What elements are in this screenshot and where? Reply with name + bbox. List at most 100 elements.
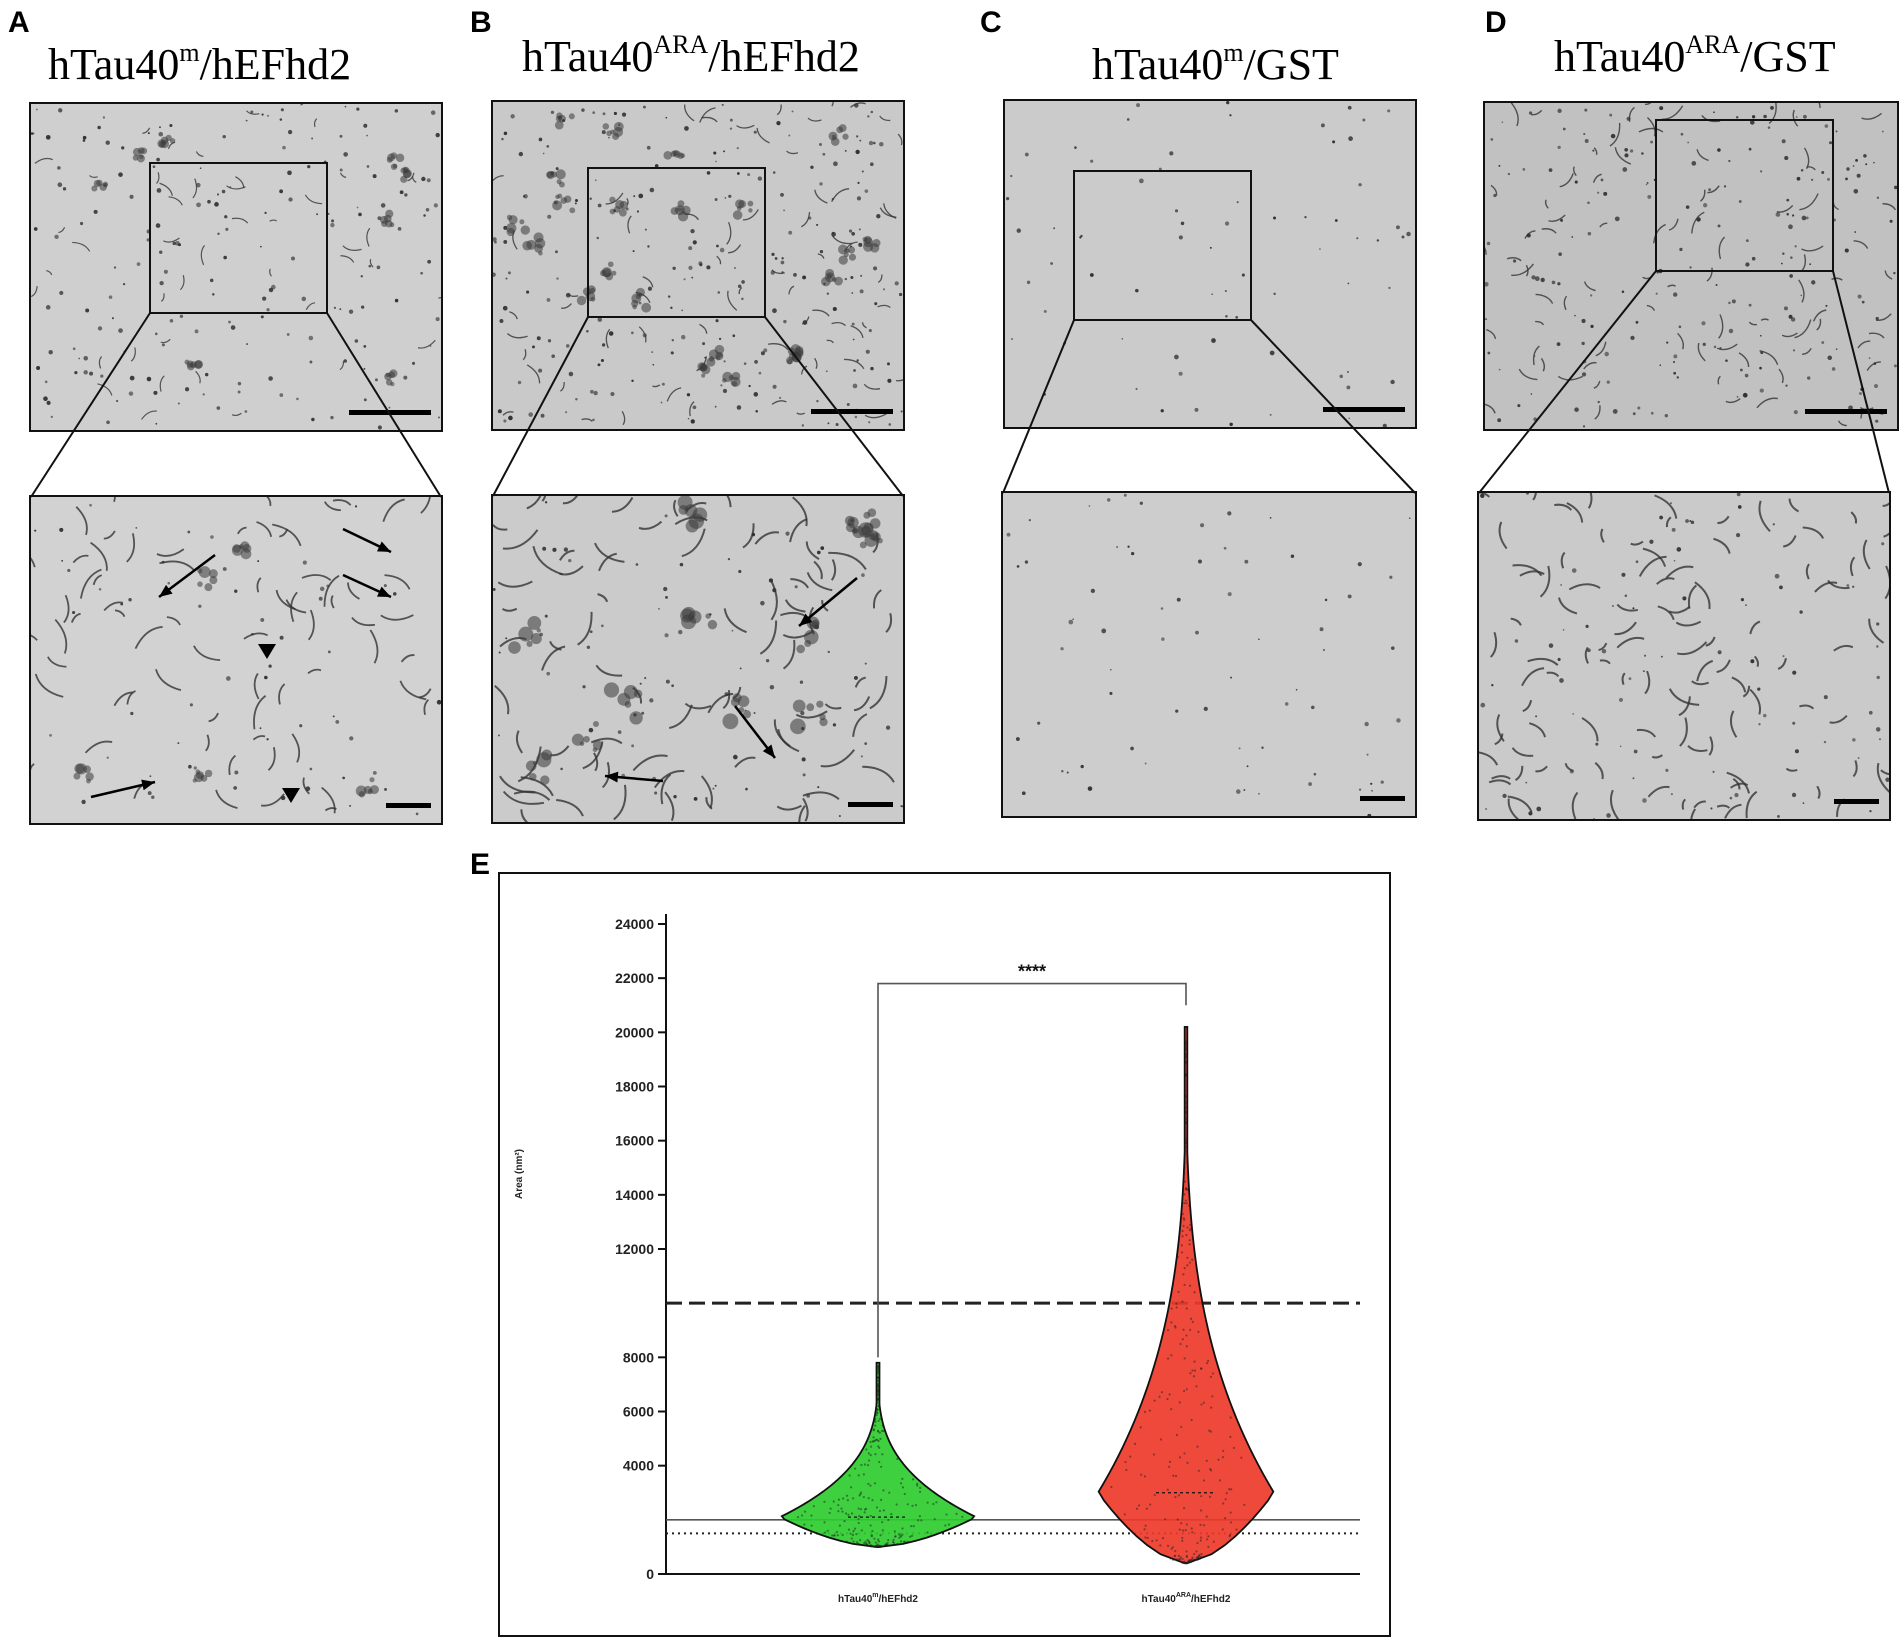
data-point <box>841 1510 844 1513</box>
data-point <box>877 1439 880 1443</box>
data-point <box>1211 1372 1215 1375</box>
data-point <box>1182 1273 1185 1276</box>
data-point <box>1179 1556 1182 1559</box>
data-point <box>1184 1048 1188 1051</box>
data-point <box>932 1502 935 1506</box>
data-point <box>899 1535 903 1538</box>
data-point <box>1159 1438 1163 1441</box>
data-point <box>916 1482 919 1485</box>
data-point <box>1209 1469 1213 1472</box>
data-point <box>800 1514 804 1517</box>
data-point <box>1110 1485 1113 1489</box>
data-point <box>1159 1544 1162 1547</box>
data-point <box>1172 1558 1175 1561</box>
data-point <box>880 1465 883 1468</box>
violin-2 <box>1097 1026 1275 1565</box>
data-point <box>901 1477 904 1480</box>
data-point <box>1184 1137 1187 1140</box>
data-point <box>926 1531 929 1534</box>
data-point <box>887 1518 890 1522</box>
data-point <box>1181 1539 1184 1542</box>
data-point <box>865 1543 869 1546</box>
data-point <box>1199 1536 1203 1539</box>
data-point <box>890 1512 893 1516</box>
data-point <box>1176 1518 1179 1521</box>
data-point <box>803 1523 806 1526</box>
data-point <box>1135 1507 1139 1510</box>
data-point <box>865 1448 868 1451</box>
data-point <box>918 1490 922 1493</box>
data-point <box>1138 1504 1141 1507</box>
panel-letter-d: D <box>1485 6 1507 39</box>
data-point <box>875 1413 878 1417</box>
data-point <box>1202 1401 1205 1404</box>
data-point <box>876 1367 880 1370</box>
data-point <box>860 1463 863 1467</box>
data-point <box>1193 1291 1196 1294</box>
data-point <box>1184 1106 1187 1109</box>
data-point <box>837 1510 840 1513</box>
data-point <box>874 1545 877 1548</box>
y-tick-label: 22000 <box>615 970 654 986</box>
data-point <box>1211 1395 1214 1398</box>
y-tick-label: 24000 <box>615 916 654 932</box>
data-point <box>1182 1172 1186 1175</box>
data-point <box>829 1507 832 1510</box>
data-point <box>857 1474 860 1477</box>
data-point <box>1235 1528 1238 1531</box>
data-point <box>1222 1502 1225 1505</box>
data-point <box>1196 1558 1199 1561</box>
data-point <box>1160 1391 1164 1394</box>
data-point <box>877 1387 880 1390</box>
data-point <box>1133 1442 1137 1445</box>
data-point <box>1152 1453 1156 1456</box>
panel-letter-e: E <box>470 848 491 881</box>
data-point <box>1178 1558 1182 1561</box>
data-point <box>878 1460 881 1464</box>
data-point <box>919 1486 922 1489</box>
data-point <box>876 1383 880 1386</box>
data-point <box>1186 1226 1189 1229</box>
data-point <box>1190 1527 1193 1530</box>
data-point <box>857 1507 860 1510</box>
data-point <box>1183 1193 1186 1196</box>
data-point <box>867 1482 870 1485</box>
data-point <box>1170 1354 1173 1357</box>
data-point <box>863 1508 867 1511</box>
data-point <box>1169 1557 1172 1560</box>
data-point <box>1180 1244 1183 1247</box>
data-point <box>1181 1300 1184 1303</box>
data-point <box>896 1457 899 1461</box>
data-point <box>1195 1550 1198 1553</box>
data-point <box>1185 1550 1188 1553</box>
data-point <box>850 1537 853 1540</box>
data-point <box>1229 1521 1233 1524</box>
data-point <box>851 1533 854 1537</box>
data-point <box>877 1397 880 1401</box>
significance-label: **** <box>1018 962 1046 982</box>
data-point <box>1221 1528 1224 1531</box>
data-point <box>884 1543 887 1546</box>
data-point <box>920 1519 923 1522</box>
data-point <box>1229 1435 1232 1439</box>
data-point <box>1212 1540 1215 1543</box>
data-point <box>877 1405 880 1408</box>
data-point <box>1184 1061 1188 1064</box>
data-point <box>842 1497 845 1500</box>
data-point <box>833 1534 836 1537</box>
data-point <box>1185 1388 1188 1391</box>
micrograph-d-overview <box>1483 101 1899 431</box>
data-point <box>1185 1307 1188 1310</box>
data-point <box>881 1453 884 1456</box>
data-point <box>1195 1385 1198 1388</box>
data-point <box>873 1482 877 1485</box>
data-point <box>867 1452 870 1455</box>
y-tick-label: 18000 <box>615 1079 654 1095</box>
data-point <box>945 1513 948 1516</box>
data-point <box>1176 1255 1179 1259</box>
data-point <box>1222 1449 1225 1453</box>
data-point <box>836 1534 839 1537</box>
data-point <box>1198 1553 1201 1557</box>
data-point <box>1180 1251 1184 1254</box>
data-point <box>1189 1223 1192 1227</box>
